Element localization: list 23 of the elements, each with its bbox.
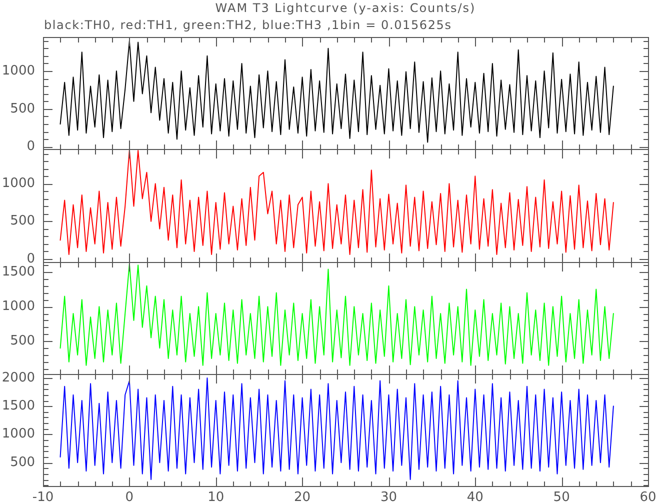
- y-tick-label: 1000: [2, 298, 35, 314]
- y-tick-label: 1000: [2, 63, 35, 78]
- y-tick-label: 500: [10, 101, 35, 116]
- y-tick-label: 1000: [2, 176, 35, 192]
- y-tick-label: 500: [10, 454, 35, 470]
- x-tick-label: -10: [32, 490, 54, 504]
- x-tick-label: 0: [125, 490, 134, 504]
- y-tick-label: 0: [26, 139, 35, 154]
- x-tick-label: 20: [294, 490, 311, 504]
- x-tick-label: 10: [208, 490, 224, 504]
- x-tick-label: 40: [466, 490, 484, 504]
- y-tick-label: 500: [10, 214, 35, 229]
- chart-subtitle: black:TH0, red:TH1, green:TH2, blue:TH3 ,1bin = 0.015625s: [44, 18, 452, 33]
- x-tick-label: 50: [553, 490, 570, 504]
- x-tick-label: 30: [380, 490, 397, 504]
- y-tick-label: 1500: [2, 264, 35, 280]
- y-tick-label: 500: [10, 334, 35, 349]
- x-tick-label: 60: [640, 490, 656, 504]
- y-tick-label: 1500: [2, 398, 35, 414]
- y-tick-label: 1000: [2, 426, 35, 442]
- y-tick-label: 2000: [2, 370, 35, 386]
- y-tick-label: 0: [26, 251, 35, 266]
- chart-title: WAM T3 Lightcurve (y-axis: Counts/s): [214, 1, 477, 16]
